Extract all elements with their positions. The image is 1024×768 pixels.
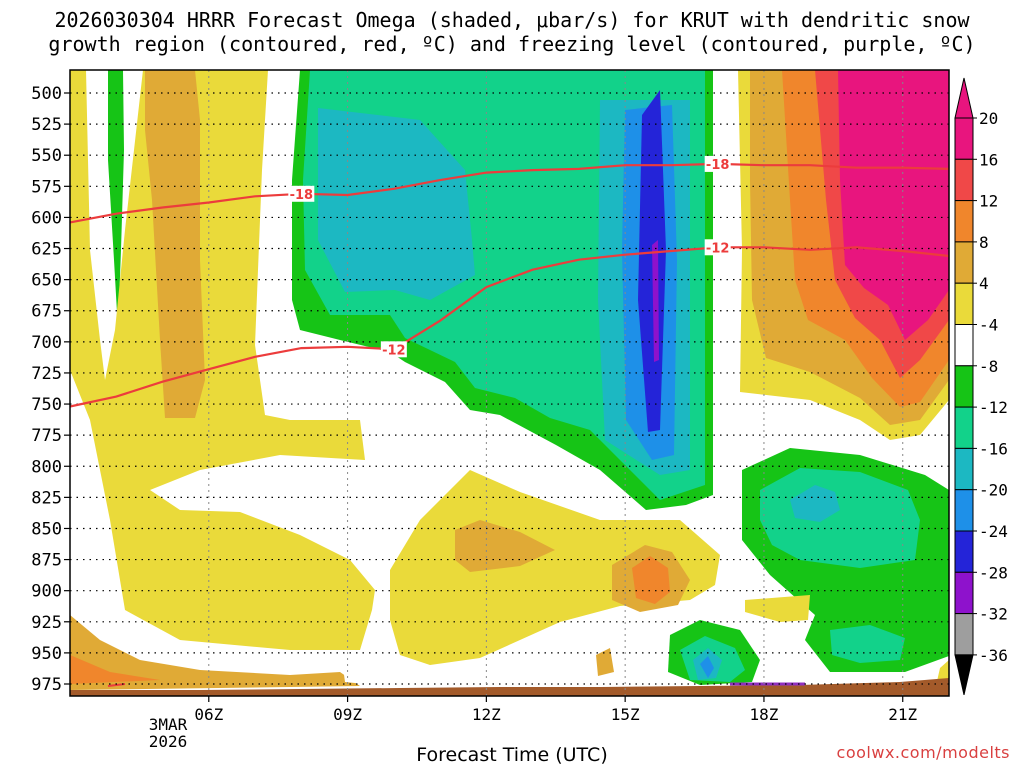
contour-label-bg--12-0 <box>380 341 407 358</box>
omega-orange-low-center2 <box>596 648 614 676</box>
colorbar-label--16: -16 <box>979 439 1008 458</box>
omega-green-column-left <box>108 70 124 330</box>
y-tick-label-750: 750 <box>31 395 62 415</box>
omega-colorbar: 20 16 12 8 4 -4 -8 -12 -16 -20 -24 -28 -32 -36 <box>954 77 1008 696</box>
pressure-axis: 500 525 550 575 600 625 650 675 700 725 750 775 800 8… <box>31 84 70 695</box>
contour-line--12 <box>69 246 950 408</box>
colorbar-bottom-arrow <box>954 654 974 696</box>
y-tick-label-725: 725 <box>31 364 62 384</box>
colorbar-swatch-7 <box>954 406 974 449</box>
x-tick-label-18Z: 18Z <box>749 705 778 724</box>
plot-frame <box>69 69 950 697</box>
y-tick-label-925: 925 <box>31 613 62 633</box>
omega-band-minus-12 <box>318 100 690 475</box>
time-axis: 06Z 09Z 12Z 15Z 18Z 21Z <box>194 696 918 724</box>
colorbar-label-20: 20 <box>979 109 998 128</box>
y-tick-label-950: 950 <box>31 644 62 664</box>
x-tick-label-12Z: 12Z <box>472 705 501 724</box>
contour-label-bg--18-1 <box>704 155 731 172</box>
colorbar-swatch-10 <box>954 530 974 573</box>
colorbar-swatch-12 <box>954 613 974 656</box>
dgz-contours: -18 -18 -12 -12 <box>69 155 950 408</box>
y-tick-label-600: 600 <box>31 208 62 228</box>
y-tick-label-675: 675 <box>31 302 62 322</box>
omega-white-pocket <box>342 650 545 684</box>
y-tick-label-900: 900 <box>31 582 62 602</box>
x-tick-label-09Z: 09Z <box>333 705 362 724</box>
surface-terrain-strip <box>70 678 949 696</box>
omega-band-minus-24 <box>652 240 659 362</box>
omega-shading <box>70 70 949 696</box>
colorbar-label--12: -12 <box>979 398 1008 417</box>
omega-orange-low-center <box>455 520 690 612</box>
colorbar-label--24: -24 <box>979 522 1008 541</box>
y-tick-label-875: 875 <box>31 551 62 571</box>
y-tick-label-825: 825 <box>31 488 62 508</box>
y-tick-label-625: 625 <box>31 240 62 260</box>
omega-deep-orange-lower-left <box>70 655 160 684</box>
colorbar-swatch-11 <box>954 571 974 615</box>
y-tick-label-575: 575 <box>31 177 62 197</box>
colorbar-swatch-0 <box>954 117 974 160</box>
colorbar-label-4: 4 <box>979 274 989 293</box>
y-tick-label-850: 850 <box>31 519 62 539</box>
x-tick-label-06Z: 06Z <box>194 705 223 724</box>
chart-title-line-2: growth region (contoured, red, ºC) and f… <box>48 32 976 56</box>
site-credit: coolwx.com/modelts <box>836 743 1010 762</box>
colorbar-label--4: -4 <box>979 316 998 335</box>
omega-orange-left-column <box>145 70 205 418</box>
x-tick-label-21Z: 21Z <box>888 705 917 724</box>
contour-label-bg--12-1 <box>704 239 731 256</box>
omega-orange-lower-left <box>70 615 360 690</box>
contour-label--18-1: -18 <box>706 158 730 173</box>
colorbar-swatch-9 <box>954 489 974 532</box>
y-tick-label-975: 975 <box>31 675 62 695</box>
colorbar-swatch-5 <box>954 324 974 367</box>
grid-lines <box>70 70 949 696</box>
colorbar-label-12: 12 <box>979 192 998 211</box>
colorbar-label--20: -20 <box>979 481 1008 500</box>
contour-label--12-0: -12 <box>382 343 406 358</box>
colorbar-swatch-2 <box>954 200 974 243</box>
y-tick-label-700: 700 <box>31 333 62 353</box>
date-month-label: 3MAR <box>148 715 188 734</box>
y-tick-label-650: 650 <box>31 271 62 291</box>
colorbar-swatch-1 <box>954 158 974 202</box>
omega-cyan-blob-right <box>790 485 840 522</box>
colorbar-swatch-8 <box>954 447 974 491</box>
date-year-label: 2026 <box>148 732 188 751</box>
y-tick-label-775: 775 <box>31 426 62 446</box>
omega-yellow-right-low <box>745 595 949 690</box>
contour-label--18-0: -18 <box>290 188 314 203</box>
colorbar-label--36: -36 <box>979 646 1008 665</box>
omega-magenta-right <box>838 70 949 340</box>
contour-line--18 <box>69 162 950 224</box>
colorbar-top-arrow <box>954 77 974 119</box>
colorbar-label--32: -32 <box>979 605 1008 624</box>
y-tick-label-800: 800 <box>31 457 62 477</box>
colorbar-label--28: -28 <box>979 563 1008 582</box>
omega-deep-orange-low-center <box>632 556 670 604</box>
colorbar-label-16: 16 <box>979 150 998 169</box>
contour-label-bg--18-0 <box>288 185 315 202</box>
y-tick-label-500: 500 <box>31 84 62 104</box>
colorbar-label--8: -8 <box>979 357 998 376</box>
colorbar-swatch-3 <box>954 241 974 284</box>
omega-blue-blob-950 <box>700 656 714 678</box>
x-tick-label-15Z: 15Z <box>611 705 640 724</box>
y-tick-label-550: 550 <box>31 146 62 166</box>
contour-label--12-1: -12 <box>706 241 730 256</box>
omega-yellow-low-center <box>390 470 720 665</box>
colorbar-swatch-4 <box>954 282 974 326</box>
y-tick-label-525: 525 <box>31 115 62 135</box>
x-axis-title: Forecast Time (UTC) <box>416 744 608 766</box>
omega-band-minus-20 <box>638 90 666 432</box>
colorbar-swatch-6 <box>954 365 974 408</box>
chart-title-line-1: 2026030304 HRRR Forecast Omega (shaded, … <box>54 8 970 32</box>
omega-yellow-left <box>70 70 375 650</box>
colorbar-label-8: 8 <box>979 233 989 252</box>
